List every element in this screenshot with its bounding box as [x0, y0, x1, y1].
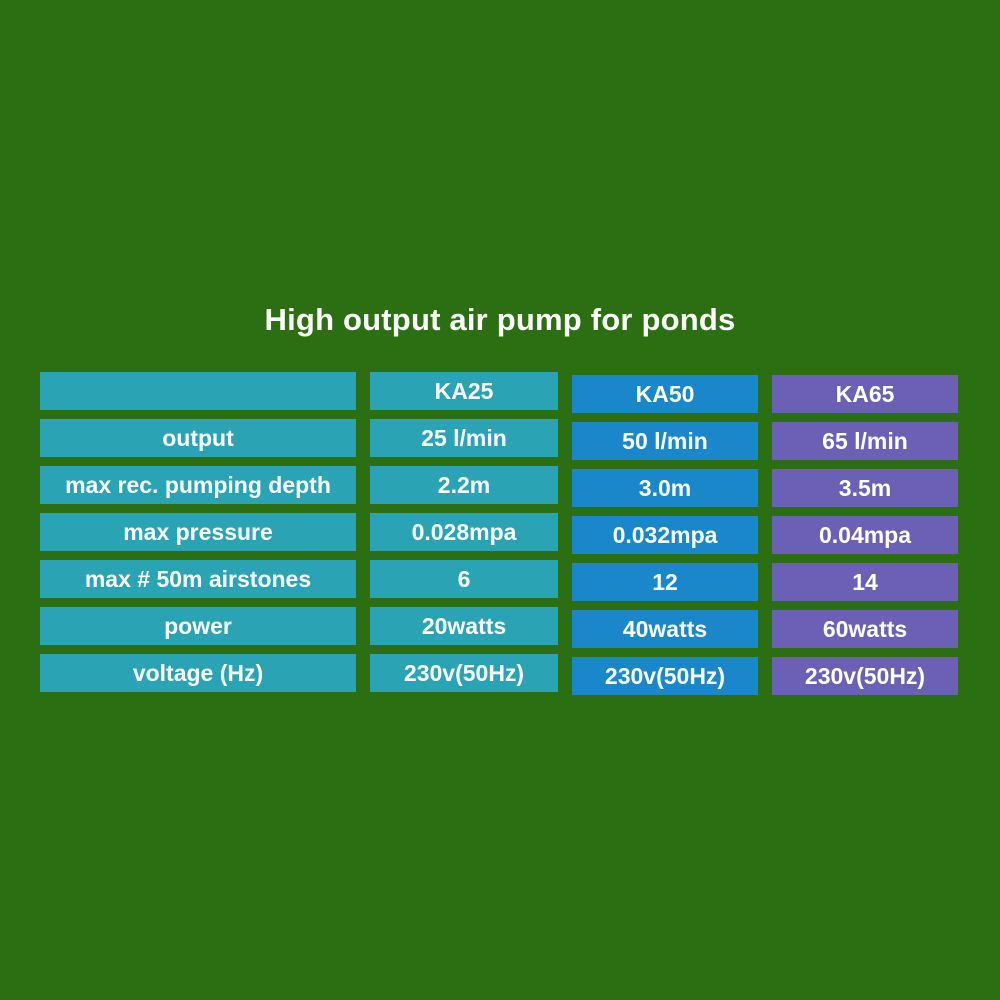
value-power-ka65: 60watts	[772, 610, 958, 648]
value-power-ka25: 20watts	[370, 607, 558, 645]
value-voltage-ka65: 230v(50Hz)	[772, 657, 958, 695]
value-depth-ka25: 2.2m	[370, 466, 558, 504]
value-pressure-ka50: 0.032mpa	[572, 516, 758, 554]
value-airstones-ka65: 14	[772, 563, 958, 601]
value-depth-ka50: 3.0m	[572, 469, 758, 507]
value-airstones-ka25: 6	[370, 560, 558, 598]
value-voltage-ka50: 230v(50Hz)	[572, 657, 758, 695]
header-cell-ka50: KA50	[572, 375, 758, 413]
header-cell-ka25: KA25	[370, 372, 558, 410]
value-output-ka25: 25 l/min	[370, 419, 558, 457]
row-label-pumping-depth: max rec. pumping depth	[40, 466, 356, 504]
row-label-power: power	[40, 607, 356, 645]
spec-table: KA25 KA50 KA65 output 25 l/min 50 l/min …	[40, 372, 958, 695]
value-voltage-ka25: 230v(50Hz)	[370, 654, 558, 692]
value-airstones-ka50: 12	[572, 563, 758, 601]
value-pressure-ka25: 0.028mpa	[370, 513, 558, 551]
value-depth-ka65: 3.5m	[772, 469, 958, 507]
row-label-output: output	[40, 419, 356, 457]
value-power-ka50: 40watts	[572, 610, 758, 648]
row-label-max-pressure: max pressure	[40, 513, 356, 551]
value-pressure-ka65: 0.04mpa	[772, 516, 958, 554]
value-output-ka50: 50 l/min	[572, 422, 758, 460]
header-cell-ka65: KA65	[772, 375, 958, 413]
row-label-voltage: voltage (Hz)	[40, 654, 356, 692]
value-output-ka65: 65 l/min	[772, 422, 958, 460]
row-label-airstones: max # 50m airstones	[40, 560, 356, 598]
page-title: High output air pump for ponds	[264, 302, 736, 337]
header-blank-cell	[40, 372, 356, 410]
